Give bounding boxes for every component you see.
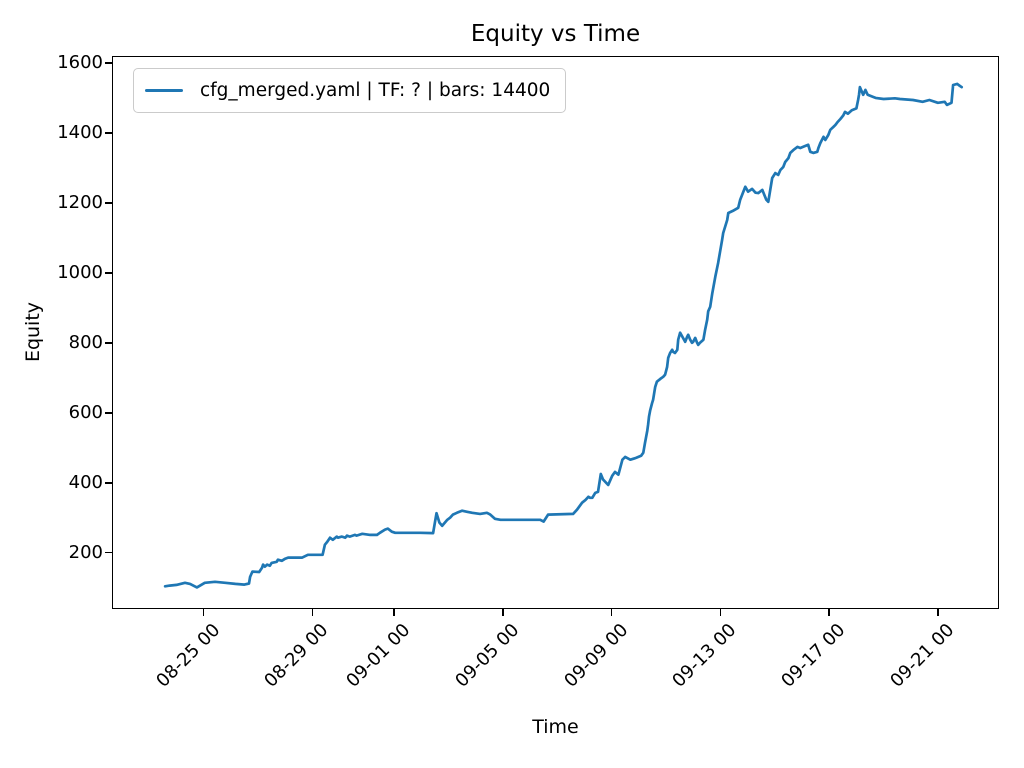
y-tick-mark (105, 551, 112, 554)
x-tick-mark (610, 609, 613, 616)
y-tick-label: 1200 (57, 191, 103, 213)
x-tick-label: 09-09 00 (559, 619, 633, 692)
x-tick-label: 08-25 00 (151, 619, 225, 692)
y-tick-mark (105, 62, 112, 64)
x-tick-mark (502, 609, 504, 616)
x-tick-mark (828, 609, 830, 616)
x-tick-label: 09-01 00 (342, 619, 415, 692)
x-tick-mark (719, 609, 722, 616)
x-tick-label: 09-21 00 (886, 619, 959, 692)
plot-area (111, 55, 999, 609)
x-tick-label: 08-29 00 (260, 619, 333, 692)
legend: cfg_merged.yaml | TF: ? | bars: 14400 (133, 68, 567, 113)
x-tick-mark (202, 609, 205, 616)
y-tick-mark (105, 132, 112, 134)
x-tick-label: 09-13 00 (668, 619, 741, 692)
y-tick-label: 600 (68, 401, 103, 423)
x-axis-label: Time (532, 716, 579, 738)
y-axis-label: Equity (22, 301, 44, 363)
legend-entry-label: cfg_merged.yaml | TF: ? | bars: 14400 (200, 80, 551, 101)
legend-line-swatch-icon (145, 88, 183, 93)
x-tick-label: 09-17 00 (777, 619, 850, 692)
y-tick-label: 1000 (57, 261, 103, 283)
y-tick-label: 1400 (57, 121, 103, 143)
x-tick-mark (311, 609, 314, 616)
y-tick-label: 1600 (57, 51, 103, 73)
y-tick-mark (105, 342, 112, 344)
y-tick-label: 800 (68, 331, 103, 353)
x-tick-label: 09-05 00 (451, 619, 524, 692)
y-tick-label: 200 (68, 541, 103, 563)
y-tick-mark (105, 412, 112, 414)
x-tick-mark (393, 609, 395, 616)
y-tick-mark (105, 202, 112, 204)
y-tick-label: 400 (68, 471, 103, 493)
equity-line-series (163, 82, 963, 589)
equity-line-chart (163, 82, 963, 589)
y-tick-mark (105, 272, 112, 274)
x-tick-mark (937, 609, 939, 616)
y-tick-mark (105, 482, 112, 484)
chart-title: Equity vs Time (470, 21, 641, 47)
